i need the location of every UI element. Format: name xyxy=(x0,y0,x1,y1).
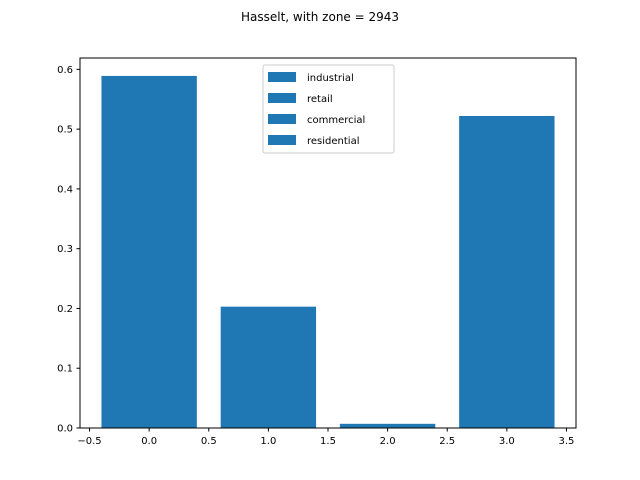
x-tick-label: 3.5 xyxy=(559,436,575,447)
y-tick-label: 0.2 xyxy=(57,304,73,315)
legend-swatch xyxy=(268,114,296,124)
bars-layer xyxy=(101,75,555,429)
bar-3 xyxy=(459,115,555,428)
legend-box xyxy=(262,64,395,154)
legend-label: commercial xyxy=(307,115,365,126)
x-tick-label: 1.0 xyxy=(260,436,276,447)
x-tick-label: 0.5 xyxy=(201,436,217,447)
legend-swatch xyxy=(268,93,296,103)
legend-label: retail xyxy=(307,94,333,105)
legend-label: residential xyxy=(307,136,359,147)
y-tick-label: 0.0 xyxy=(57,424,73,435)
legend: industrial retail commercial residential xyxy=(262,64,395,154)
x-axis: −0.5 0.0 0.5 1.0 1.5 2.0 2.5 3.0 3.5 xyxy=(77,428,574,447)
y-tick-label: 0.5 xyxy=(57,125,73,136)
chart-title: Hasselt, with zone = 2943 xyxy=(241,10,399,24)
x-tick-label: 0.0 xyxy=(141,436,157,447)
legend-swatch xyxy=(268,72,296,82)
x-tick-label: −0.5 xyxy=(77,436,101,447)
y-tick-label: 0.4 xyxy=(57,184,73,195)
y-tick-label: 0.1 xyxy=(57,364,73,375)
x-tick-label: 3.0 xyxy=(499,436,515,447)
bar-0 xyxy=(101,75,197,429)
x-tick-label: 1.5 xyxy=(320,436,336,447)
x-tick-label: 2.0 xyxy=(380,436,396,447)
x-tick-label: 2.5 xyxy=(439,436,455,447)
y-axis: 0.0 0.1 0.2 0.3 0.4 0.5 0.6 xyxy=(57,65,80,435)
bar-2 xyxy=(339,423,436,428)
legend-label: industrial xyxy=(307,73,354,84)
bar-1 xyxy=(220,306,317,428)
y-tick-label: 0.3 xyxy=(57,244,73,255)
legend-swatch xyxy=(268,135,296,145)
y-tick-label: 0.6 xyxy=(57,65,73,76)
